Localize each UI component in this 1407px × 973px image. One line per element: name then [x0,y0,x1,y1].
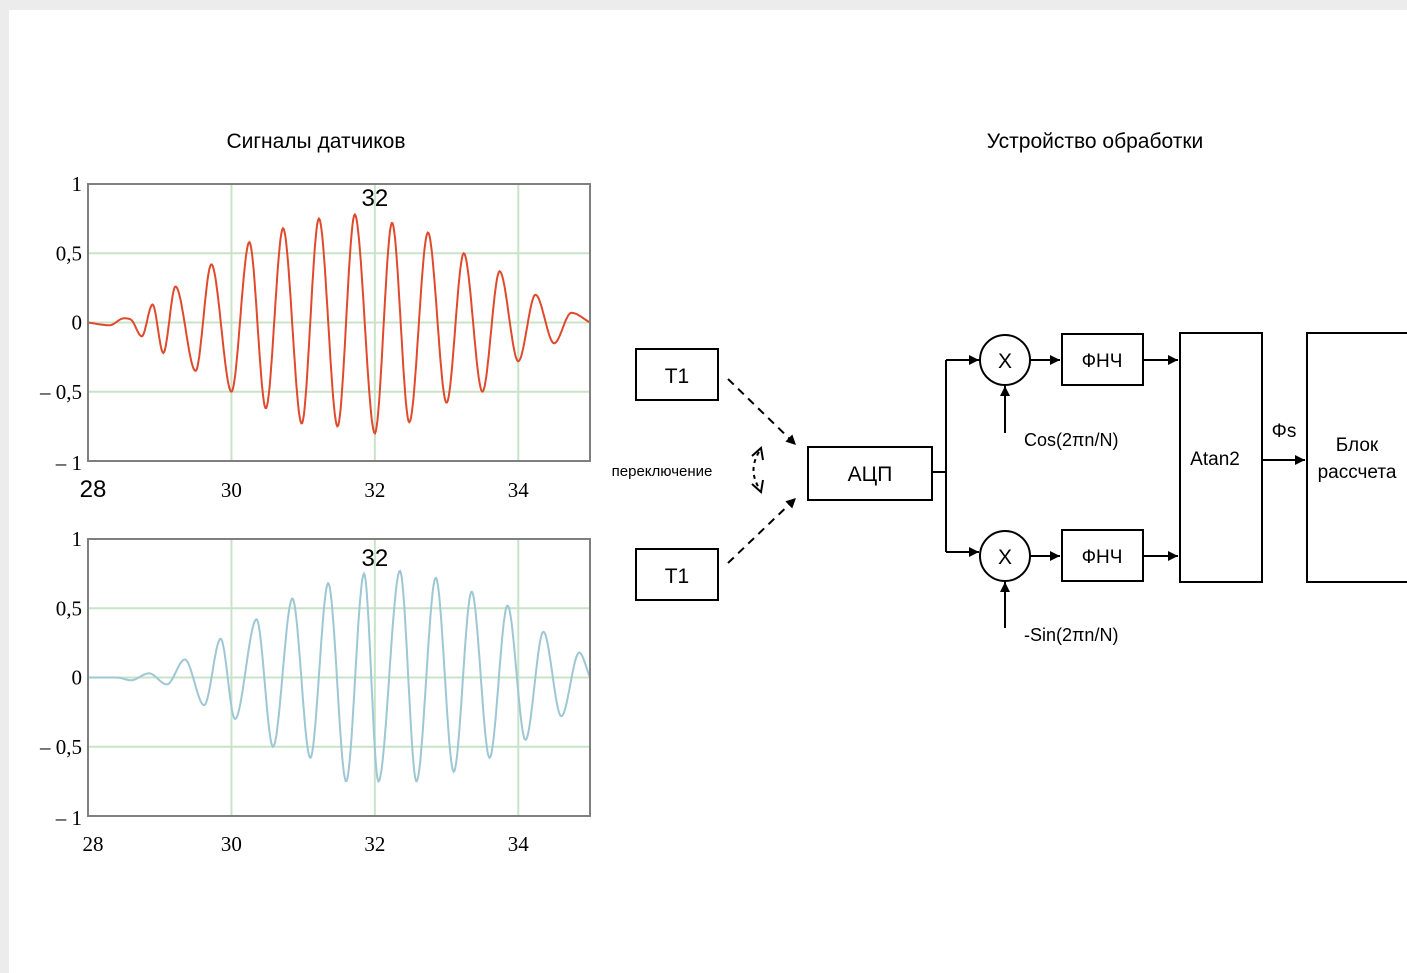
lpf-bottom-label: ФНЧ [1082,547,1123,568]
x-tick-label: 32 [364,832,385,856]
chart-2-frame [87,538,591,817]
y-tick-label: 0 [72,666,83,690]
dashed-arrow-top [727,378,797,446]
chart-2-series-line [88,569,591,783]
switching-label: переключение [612,463,713,480]
t1-top-block [635,348,719,401]
chart-1-frame [87,183,591,462]
atan2-label: Atan2 [1190,449,1240,470]
t1-bottom-block [635,548,719,601]
adc-block [807,446,933,501]
atan2-block [1179,332,1263,583]
chart-2-grid [88,539,590,816]
y-tick-label: 0 [72,311,83,335]
lpf-bottom-block [1061,529,1144,582]
lpf-top-block [1061,333,1144,386]
calc-label-line1: Блок [1336,435,1379,456]
sensor-signal-chart-1: 1 0,5 0 – 0,5 – 1 28 30 32 34 32 [39,172,591,503]
adc-label: АЦП [848,463,893,486]
chart-annotation: 32 [362,185,389,212]
y-tick-label: – 1 [55,451,82,475]
calc-block [1306,332,1407,583]
calc-label-line2: рассчета [1318,462,1397,483]
y-tick-label: – 0,5 [39,735,82,759]
t1-top-label: T1 [665,365,690,388]
chart-1-grid [88,184,590,461]
dashed-arrow-bottom [727,497,797,564]
cos-reference-label: Cos(2πn/N) [1024,430,1118,450]
figure-svg: Сигналы датчиков Устройство обработки 1 … [39,130,1407,856]
signals-title: Сигналы датчиков [226,130,405,153]
y-tick-label: – 1 [55,806,82,830]
t1-bottom-label: T1 [665,565,690,588]
x-tick-label: 28 [80,476,107,503]
y-tick-label: 0,5 [56,596,82,620]
figure-canvas: Сигналы датчиков Устройство обработки 1 … [9,10,1407,973]
sin-reference-label: -Sin(2πn/N) [1024,625,1118,645]
chart-1-series-line [87,212,591,435]
switch-curve [752,451,760,489]
multiplier-bottom-label: X [998,546,1012,569]
x-tick-label: 30 [221,478,242,502]
lpf-top-label: ФНЧ [1082,351,1123,372]
processing-title: Устройство обработки [987,130,1204,153]
processing-diagram [635,332,1407,628]
switch-arrowhead-top [751,446,764,461]
x-tick-label: 30 [221,832,242,856]
x-tick-label: 34 [508,832,530,856]
y-tick-label: 1 [72,527,83,551]
multiplier-top-label: X [998,350,1012,373]
y-tick-label: 1 [72,172,83,196]
sensor-signal-chart-2: 1 0,5 0 – 0,5 – 1 28 30 32 34 32 [39,527,591,856]
y-tick-label: 0,5 [56,241,82,265]
phase-label: Φs [1272,421,1297,442]
switch-arrowhead-bottom [751,479,764,494]
x-tick-label: 28 [83,832,104,856]
x-tick-label: 32 [364,478,385,502]
chart-annotation: 32 [362,545,389,572]
x-tick-label: 34 [508,478,530,502]
y-tick-label: – 0,5 [39,380,82,404]
